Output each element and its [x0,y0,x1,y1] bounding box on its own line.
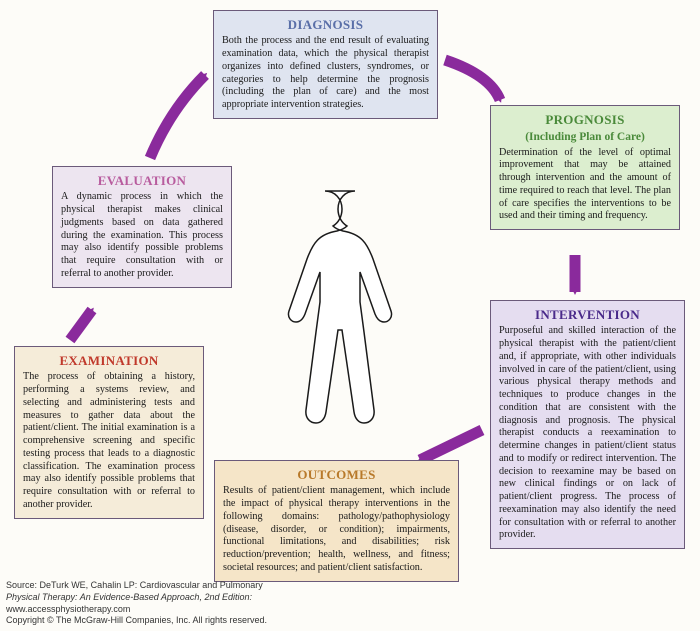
box-prognosis: PROGNOSIS (Including Plan of Care) Deter… [490,105,680,230]
title-prognosis: PROGNOSIS [499,112,671,128]
body-prognosis: Determination of the level of optimal im… [499,147,671,224]
subtitle-prognosis: (Including Plan of Care) [499,130,671,144]
title-outcomes: OUTCOMES [223,467,450,483]
title-evaluation: EVALUATION [61,173,223,189]
title-intervention: INTERVENTION [499,307,676,323]
citation-line4: Copyright © The McGraw-Hill Companies, I… [6,615,267,627]
body-intervention: Purposeful and skilled interaction of th… [499,325,676,542]
box-intervention: INTERVENTION Purposeful and skilled inte… [490,300,685,549]
box-evaluation: EVALUATION A dynamic process in which th… [52,166,232,288]
body-examination: The process of obtaining a history, perf… [23,371,195,511]
title-examination: EXAMINATION [23,353,195,369]
citation-line1: Source: DeTurk WE, Cahalin LP: Cardiovas… [6,580,267,592]
box-diagnosis: DIAGNOSIS Both the process and the end r… [213,10,438,119]
title-diagnosis: DIAGNOSIS [222,17,429,33]
arrow-diag-prog [445,60,500,100]
box-examination: EXAMINATION The process of obtaining a h… [14,346,204,519]
arrow-exam-eval [70,310,92,340]
citation: Source: DeTurk WE, Cahalin LP: Cardiovas… [6,580,267,627]
citation-line3: www.accessphysiotherapy.com [6,604,267,616]
human-figure-icon [280,185,430,455]
citation-line2: Physical Therapy: An Evidence-Based Appr… [6,592,267,604]
body-diagnosis: Both the process and the end result of e… [222,35,429,112]
box-outcomes: OUTCOMES Results of patient/client manag… [214,460,459,582]
body-outcomes: Results of patient/client management, wh… [223,485,450,574]
body-evaluation: A dynamic process in which the physical … [61,191,223,280]
arrow-eval-diag [150,75,205,158]
